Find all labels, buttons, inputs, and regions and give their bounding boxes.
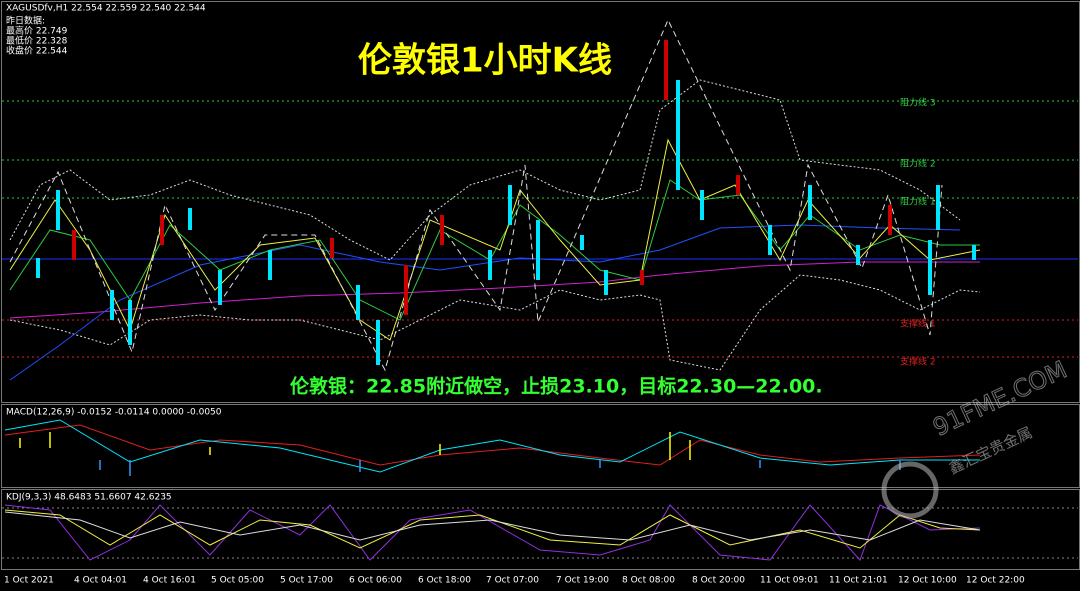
- time-label: 4 Oct 04:01: [74, 576, 127, 586]
- time-label: 12 Oct 22:00: [966, 576, 1025, 586]
- info-line: 最高价 22.749: [6, 25, 68, 37]
- level-label: 支撑线 2: [900, 356, 936, 368]
- kdj-k: [4, 509, 981, 549]
- bollinger-upper: [9, 79, 961, 261]
- symbol-line: XAGUSDfv,H1 22.554 22.559 22.540 22.544: [6, 4, 206, 14]
- time-label: 5 Oct 05:00: [211, 576, 264, 586]
- time-label: 7 Oct 19:00: [556, 576, 609, 586]
- kdj-j: [4, 504, 981, 561]
- trade-advice: 伦敦银：22.85附近做空，止损23.10，目标22.30—22.00.: [290, 375, 823, 398]
- ma-long: [9, 261, 980, 319]
- time-label: 5 Oct 17:00: [280, 576, 333, 586]
- time-label: 7 Oct 07:00: [486, 576, 539, 586]
- bollinger-lower: [9, 274, 981, 371]
- macd-signal: [4, 424, 981, 466]
- time-label: 8 Oct 20:00: [692, 576, 745, 586]
- macd-main: [4, 419, 980, 473]
- level-label: 支撑线 1: [900, 318, 936, 330]
- time-label: 6 Oct 18:00: [418, 576, 471, 586]
- info-block: 昨日数据: 最高价 22.749 最低价 22.328 收盘价 22.544: [6, 15, 68, 57]
- time-label: 1 Oct 2021: [4, 576, 54, 586]
- level-label: 阻力线 1: [900, 196, 936, 208]
- kdj-d: [4, 511, 981, 541]
- time-label: 11 Oct 21:01: [829, 576, 888, 586]
- time-label: 6 Oct 06:00: [349, 576, 402, 586]
- time-label: 4 Oct 16:01: [143, 576, 196, 586]
- info-line: 最低价 22.328: [6, 35, 68, 47]
- candles: [36, 40, 976, 365]
- time-label: 12 Oct 10:00: [898, 576, 957, 586]
- time-axis: 1 Oct 2021 4 Oct 04:01 4 Oct 16:01 5 Oct 05…: [4, 576, 1025, 586]
- time-label: 8 Oct 08:00: [622, 576, 675, 586]
- info-line: 昨日数据:: [6, 15, 45, 27]
- chart-title: 伦敦银1小时K线: [358, 41, 612, 81]
- level-label: 阻力线 3: [900, 97, 936, 109]
- level-label: 阻力线 2: [900, 158, 936, 170]
- kdj-label: KDJ(9,3,3) 48.6483 51.6607 42.6235: [6, 493, 172, 503]
- level-lines: [2, 100, 1078, 358]
- info-line: 收盘价 22.544: [6, 45, 68, 57]
- macd-label: MACD(12,26,9) -0.0152 -0.0114 0.0000 -0.…: [6, 408, 222, 418]
- time-label: 11 Oct 09:01: [760, 576, 819, 586]
- zigzag: [9, 18, 943, 372]
